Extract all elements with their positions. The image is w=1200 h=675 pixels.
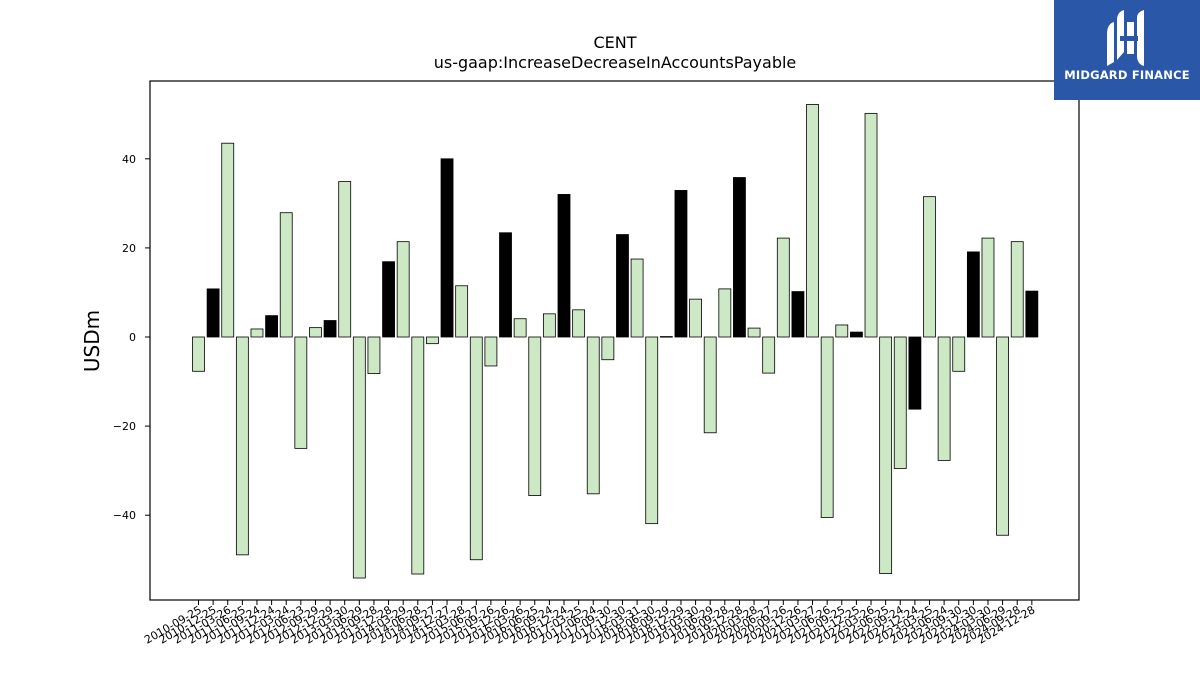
bar-2023-03-25 [923,196,936,338]
chart-subtitle: us-gaap:IncreaseDecreaseInAccountsPayabl… [434,53,797,72]
y-tick-label: 40 [122,153,136,166]
bar-2015-12-26 [499,232,512,338]
bar-2023-06-24 [937,336,951,461]
bar-2011-03-26 [221,142,235,338]
bar-2024-03-30 [981,237,995,338]
bar-2010-12-25 [206,288,220,338]
bar-2018-12-29 [674,190,688,338]
bar-2016-06-25 [528,336,542,497]
bar-2018-09-29 [659,336,673,338]
bar-2018-06-30 [645,336,659,525]
bar-2020-12-26 [791,291,805,338]
y-tick-label: 0 [129,331,136,344]
bar-2019-06-29 [703,336,717,434]
logo-text: MIDGARD FINANCE [1064,68,1190,82]
bar-2012-09-29 [309,327,322,338]
bar-2015-03-28 [455,285,469,338]
bar-2012-12-29 [323,320,337,338]
midgard-finance-logo: MIDGARD FINANCE [1054,0,1200,100]
bar-2018-03-31 [630,258,644,338]
y-axis: −40 −20 0 20 40 [113,153,150,522]
bar-2021-03-27 [806,104,819,338]
bar-2023-09-30 [952,336,966,372]
bar-2024-09-28 [1010,241,1024,338]
x-axis: 2010-09-252010-12-252011-03-262011-06-25… [142,600,1037,647]
bar-2022-03-26 [864,112,878,338]
plot-frame [149,80,1080,601]
bar-2014-03-29 [396,241,410,338]
bar-2017-09-30 [601,336,615,361]
bar-2022-12-24 [908,336,922,410]
y-tick-label: 20 [122,242,136,255]
bar-2012-06-23 [294,336,308,449]
bar-2015-09-26 [484,336,498,367]
bar-2021-06-26 [820,336,834,518]
bar-2024-12-28 [1025,290,1039,338]
bar-2020-06-27 [762,336,776,374]
midgard-finance-logo-icon [1107,10,1144,66]
bar-2019-12-28 [733,177,746,338]
bar-2023-12-30 [966,251,980,338]
bar-2021-09-25 [835,324,849,338]
bar-2011-12-24 [265,315,279,338]
bar-2010-09-25 [192,336,205,372]
bar-2022-09-24 [893,336,907,469]
bar-2017-06-24 [586,336,600,495]
bar-2016-09-24 [542,313,556,338]
bar-2016-03-26 [513,318,527,338]
bar-2016-12-24 [557,194,571,338]
bar-2024-06-29 [996,336,1009,536]
y-tick-label: −40 [113,509,136,522]
bar-2020-09-26 [776,237,790,338]
bar-2020-03-28 [747,327,761,338]
bar-2014-12-27 [440,158,454,338]
bar-2015-06-27 [469,336,483,561]
bar-2019-03-30 [689,298,702,338]
bar-2013-03-30 [338,181,352,338]
bar-2014-09-27 [426,336,439,345]
bar-2012-03-24 [279,212,293,338]
bar-2013-09-28 [367,336,381,374]
bar-2021-12-25 [850,331,863,338]
bar-2013-06-29 [352,336,366,579]
y-tick-label: −20 [113,420,136,433]
bar-2013-12-28 [382,261,395,338]
bar-2011-06-25 [235,336,249,556]
bar-2014-06-28 [411,336,425,575]
bar-2019-09-28 [718,288,732,338]
y-axis-label: USDm [80,310,104,372]
bar-2017-03-25 [572,309,586,338]
bar-2011-09-24 [250,328,264,338]
chart-title: CENT [593,33,636,52]
bar-2017-12-30 [616,234,629,338]
bars-layer [192,104,1039,579]
bar-2022-06-25 [879,336,893,574]
